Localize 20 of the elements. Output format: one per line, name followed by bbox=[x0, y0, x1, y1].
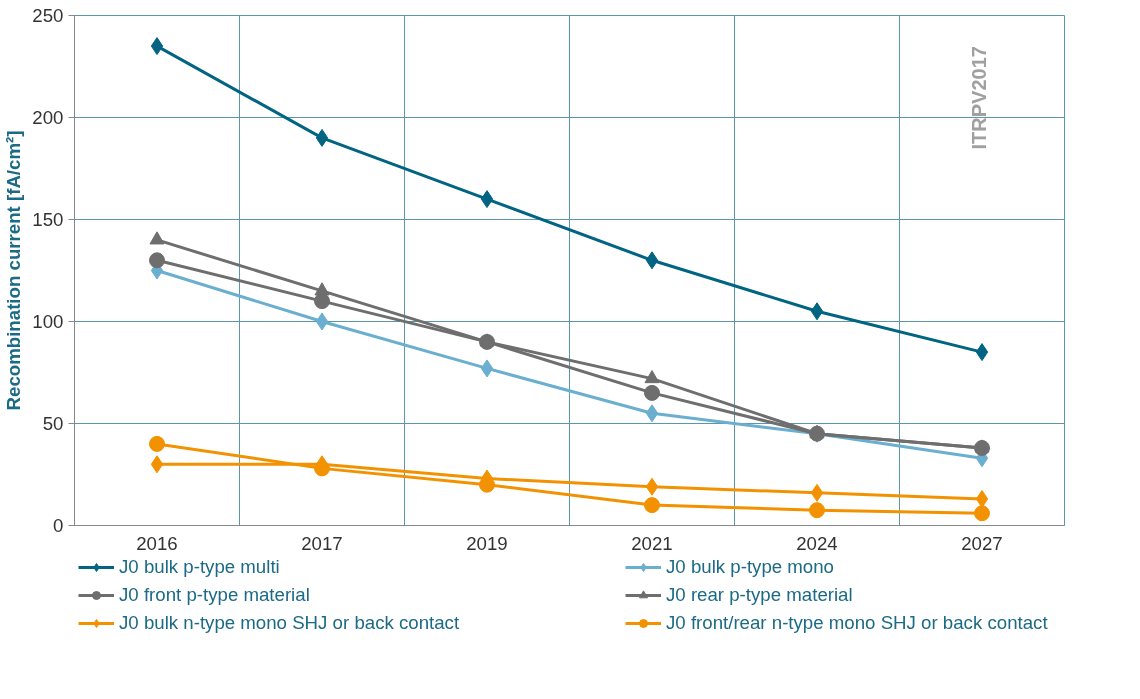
x-tick-label: 2016 bbox=[136, 532, 178, 554]
y-tick-label: 200 bbox=[32, 107, 64, 128]
x-tick-label: 2021 bbox=[631, 532, 673, 554]
legend-label: J0 front/rear n-type mono SHJ or back contact bbox=[666, 612, 1049, 634]
y-tick-label: 250 bbox=[32, 5, 64, 26]
y-tick-label: 100 bbox=[32, 311, 64, 332]
x-tick-label: 2019 bbox=[466, 532, 508, 554]
x-tick-label: 2027 bbox=[961, 532, 1003, 554]
y-tick-label: 0 bbox=[53, 515, 64, 536]
legend-label: J0 front p-type material bbox=[119, 584, 311, 606]
annotation: ITRPV2017 bbox=[968, 46, 991, 150]
y-axis-title: Recombination current [fA/cm²] bbox=[3, 130, 25, 411]
x-tick-label: 2017 bbox=[301, 532, 343, 554]
x-tick-label: 2024 bbox=[796, 532, 838, 554]
legend-label: J0 rear p-type material bbox=[666, 584, 854, 606]
y-tick-label: 50 bbox=[42, 413, 64, 434]
legend-label: J0 bulk n-type mono SHJ or back contact bbox=[119, 612, 461, 634]
legend-label: J0 bulk p-type mono bbox=[666, 556, 835, 578]
y-tick-label: 150 bbox=[32, 209, 64, 230]
legend-label: J0 bulk p-type multi bbox=[119, 556, 281, 578]
